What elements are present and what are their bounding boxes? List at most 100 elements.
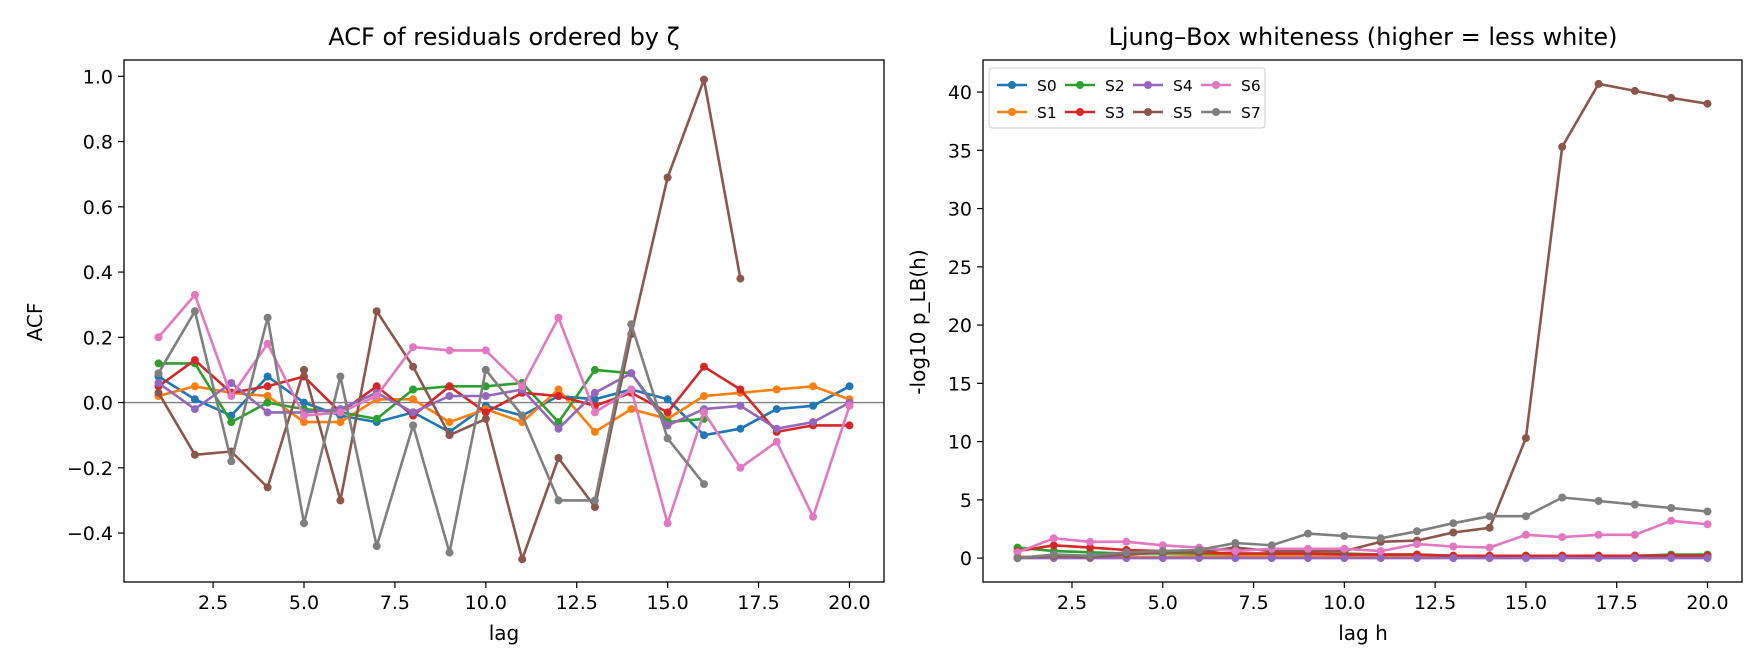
data-point — [554, 424, 563, 433]
data-point — [554, 454, 563, 462]
y-tick-label: 30 — [948, 199, 972, 221]
data-point — [736, 385, 745, 394]
data-point — [372, 307, 381, 316]
legend-label: S4 — [1173, 77, 1193, 95]
data-point — [1231, 554, 1240, 563]
data-point — [1485, 512, 1494, 521]
axes-frame — [982, 59, 1743, 583]
data-point — [663, 421, 672, 430]
data-point — [1195, 554, 1204, 563]
x-tick-label: 20.0 — [1686, 592, 1728, 614]
data-point — [1376, 554, 1385, 563]
data-point — [1086, 537, 1095, 546]
data-point — [1630, 86, 1639, 95]
y-tick-label: 25 — [948, 257, 972, 279]
data-point — [627, 369, 636, 378]
legend-swatch-marker — [1076, 108, 1084, 116]
data-point — [554, 496, 563, 505]
data-point — [1267, 554, 1276, 563]
legend-box — [988, 67, 1266, 129]
data-point — [1558, 533, 1567, 542]
data-point — [1413, 527, 1421, 536]
data-point — [1630, 500, 1639, 509]
legend-label: S1 — [1037, 104, 1057, 122]
data-point — [1703, 507, 1712, 516]
data-point — [1485, 543, 1494, 552]
data-point — [1122, 548, 1131, 557]
legend: S0 S1 S2 S3 S4 S5 S6 S7 — [988, 67, 1266, 129]
series-line — [156, 309, 706, 554]
axes-frame — [123, 59, 885, 583]
legend-swatch-marker — [1212, 108, 1220, 116]
y-tick-label: 0.0 — [83, 393, 113, 415]
y-tick-label: 15 — [948, 373, 972, 395]
data-point — [445, 346, 454, 355]
data-point — [590, 408, 599, 417]
data-point — [1703, 520, 1712, 529]
data-point — [518, 555, 527, 564]
data-point — [1158, 554, 1167, 563]
legend-label: S5 — [1173, 104, 1193, 122]
data-point — [1485, 523, 1494, 532]
series-7 — [154, 307, 708, 557]
data-point — [1594, 530, 1603, 539]
data-point — [445, 431, 454, 440]
x-tick-label: 5.0 — [1148, 592, 1178, 614]
data-point — [590, 395, 599, 404]
data-point — [1703, 554, 1712, 563]
y-axis-label: ACF — [23, 303, 47, 342]
data-point — [154, 379, 163, 387]
data-point — [663, 434, 672, 443]
data-point — [481, 392, 490, 400]
data-point — [1413, 554, 1421, 563]
data-point — [1013, 548, 1022, 557]
data-point — [1667, 93, 1676, 102]
legend-swatch-marker — [1144, 81, 1152, 89]
data-point — [409, 362, 418, 371]
plot-area: 2.5 5.0 7.5 10.0 12.5 15.0 17.5 20.0 −0.4 −0.2 0.0… — [67, 59, 885, 614]
data-point — [590, 388, 599, 397]
data-point — [845, 382, 854, 391]
data-point — [445, 548, 454, 557]
data-point — [1558, 554, 1567, 563]
data-point — [445, 418, 454, 427]
chart-title: ACF of residuals ordered by ζ — [328, 23, 679, 51]
data-point — [590, 365, 599, 374]
data-point — [481, 408, 490, 417]
data-point — [1304, 554, 1312, 563]
x-tick-label: 7.5 — [380, 592, 410, 614]
data-point — [809, 418, 818, 427]
data-point — [1449, 554, 1458, 563]
legend-item-s5: S5 — [1133, 104, 1193, 122]
data-point — [700, 75, 708, 84]
data-point — [300, 365, 308, 374]
data-point — [300, 398, 308, 407]
legend-label: S0 — [1037, 77, 1057, 95]
data-point — [263, 392, 272, 400]
legend-swatch-marker — [1076, 81, 1084, 89]
data-point — [1703, 99, 1712, 108]
data-point — [1521, 554, 1530, 563]
y-tick-label: 0.8 — [83, 132, 113, 154]
data-point — [1630, 530, 1639, 539]
data-point — [1267, 541, 1276, 550]
data-point — [736, 401, 745, 410]
y-tick-label: 0.6 — [83, 197, 113, 219]
data-point — [336, 408, 345, 417]
data-point — [772, 385, 781, 394]
data-point — [190, 307, 199, 316]
data-point — [372, 414, 381, 423]
series-line — [1016, 496, 1709, 560]
data-point — [1195, 546, 1204, 554]
x-axis-label: lag h — [1338, 621, 1388, 645]
x-tick-label: 5.0 — [289, 592, 319, 614]
data-point — [300, 418, 308, 427]
legend-item-s1: S1 — [997, 104, 1057, 122]
x-tick-label: 7.5 — [1238, 592, 1268, 614]
x-tick-label: 2.5 — [198, 592, 228, 614]
data-point — [445, 382, 454, 391]
data-point — [481, 414, 490, 423]
data-point — [154, 369, 163, 378]
